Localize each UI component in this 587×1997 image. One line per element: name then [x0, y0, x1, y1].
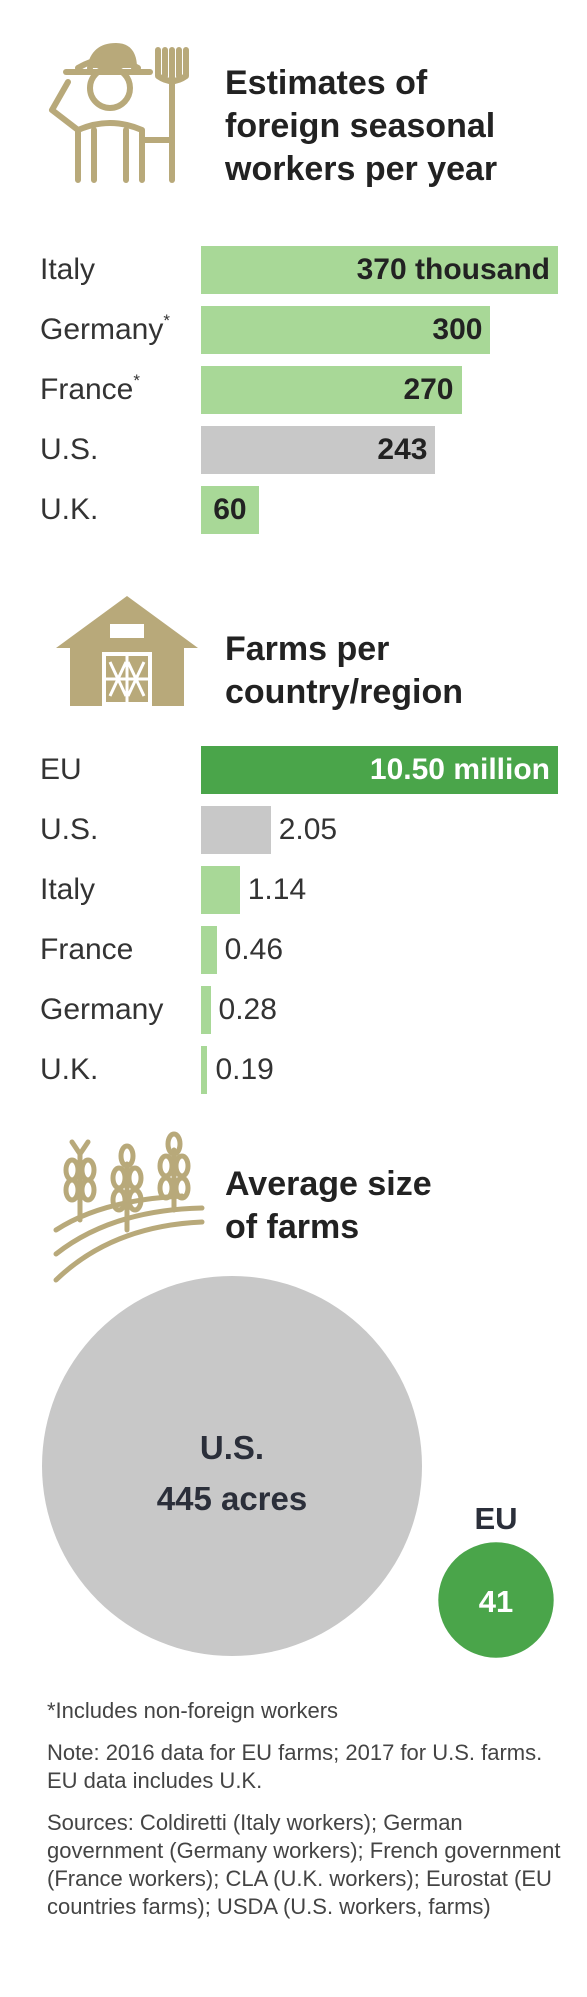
farms-bar-france	[201, 926, 217, 974]
workers-label-u-s: U.S.	[40, 433, 99, 466]
workers-value-france: 270	[403, 373, 454, 406]
farm-size-title-line-1: Average size	[225, 1165, 432, 1203]
data-note: Note: 2016 data for EU farms; 2017 for U…	[47, 1740, 543, 1793]
farms-bar-u-k	[201, 1046, 208, 1094]
workers-label-france: France*	[40, 371, 140, 406]
eu-bubble-value: 41	[479, 1584, 513, 1619]
us-bubble	[42, 1276, 422, 1656]
eu-bubble	[438, 1542, 554, 1658]
workers-bar-u-s	[201, 426, 436, 474]
workers-bar-u-k	[201, 486, 259, 534]
farm-size-bubble-chart: U.S. 445 acres EU 41	[42, 1276, 554, 1658]
farms-value-u-k: 0.19	[215, 1053, 274, 1086]
workers-bar-germany	[201, 306, 491, 354]
workers-bar-france	[201, 366, 462, 414]
workers-value-u-k: 60	[213, 493, 247, 526]
sources: Sources: Coldiretti (Italy workers); Ger…	[47, 1810, 561, 1919]
farms-bar-u-s	[201, 806, 271, 854]
farms-value-france: 0.46	[224, 933, 284, 966]
workers-value-u-s: 243	[377, 433, 428, 466]
farms-title-line-2: country/region	[225, 673, 464, 711]
farms-value-u-s: 2.05	[278, 813, 338, 846]
farms-title-line-1: Farms per	[225, 630, 390, 668]
workers-title-line-1: Estimates of	[225, 64, 428, 102]
workers-value-germany: 300	[432, 313, 483, 346]
workers-label-italy: Italy	[40, 253, 96, 286]
workers-label-germany: Germany*	[40, 311, 170, 346]
farms-label-u-s: U.S.	[40, 813, 99, 846]
farms-label-italy: Italy	[40, 873, 96, 906]
workers-title-line-2: foreign seasonal	[225, 107, 496, 145]
footnote: *Includes non-foreign workers	[47, 1698, 339, 1723]
workers-value-italy: 370 thousand	[356, 253, 550, 286]
farms-label-germany: Germany	[40, 993, 164, 1026]
barn-icon	[56, 596, 198, 706]
workers-title-line-3: workers per year	[225, 150, 498, 188]
workers-bar-italy	[201, 246, 558, 294]
farms-label-eu: EU	[40, 753, 82, 786]
us-bubble-value: 445 acres	[157, 1480, 307, 1517]
farms-value-germany: 0.28	[218, 993, 277, 1026]
footnote-star: *	[133, 371, 140, 390]
eu-bubble-label: EU	[474, 1501, 517, 1536]
farms-value-italy: 1.14	[247, 873, 307, 906]
footnote-star: *	[163, 311, 170, 330]
farms-bar-italy	[201, 866, 240, 914]
farms-bar-germany	[201, 986, 211, 1034]
farmer-icon	[49, 43, 189, 183]
wheat-field-icon	[53, 1131, 205, 1283]
us-bubble-label: U.S.	[200, 1429, 264, 1466]
farm-size-title-line-2: of farms	[225, 1208, 360, 1246]
farms-label-u-k: U.K.	[40, 1053, 99, 1086]
farms-bar-eu	[201, 746, 558, 794]
workers-label-u-k: U.K.	[40, 493, 99, 526]
farms-value-eu: 10.50 million	[369, 753, 550, 786]
farms-label-france: France	[40, 933, 134, 966]
